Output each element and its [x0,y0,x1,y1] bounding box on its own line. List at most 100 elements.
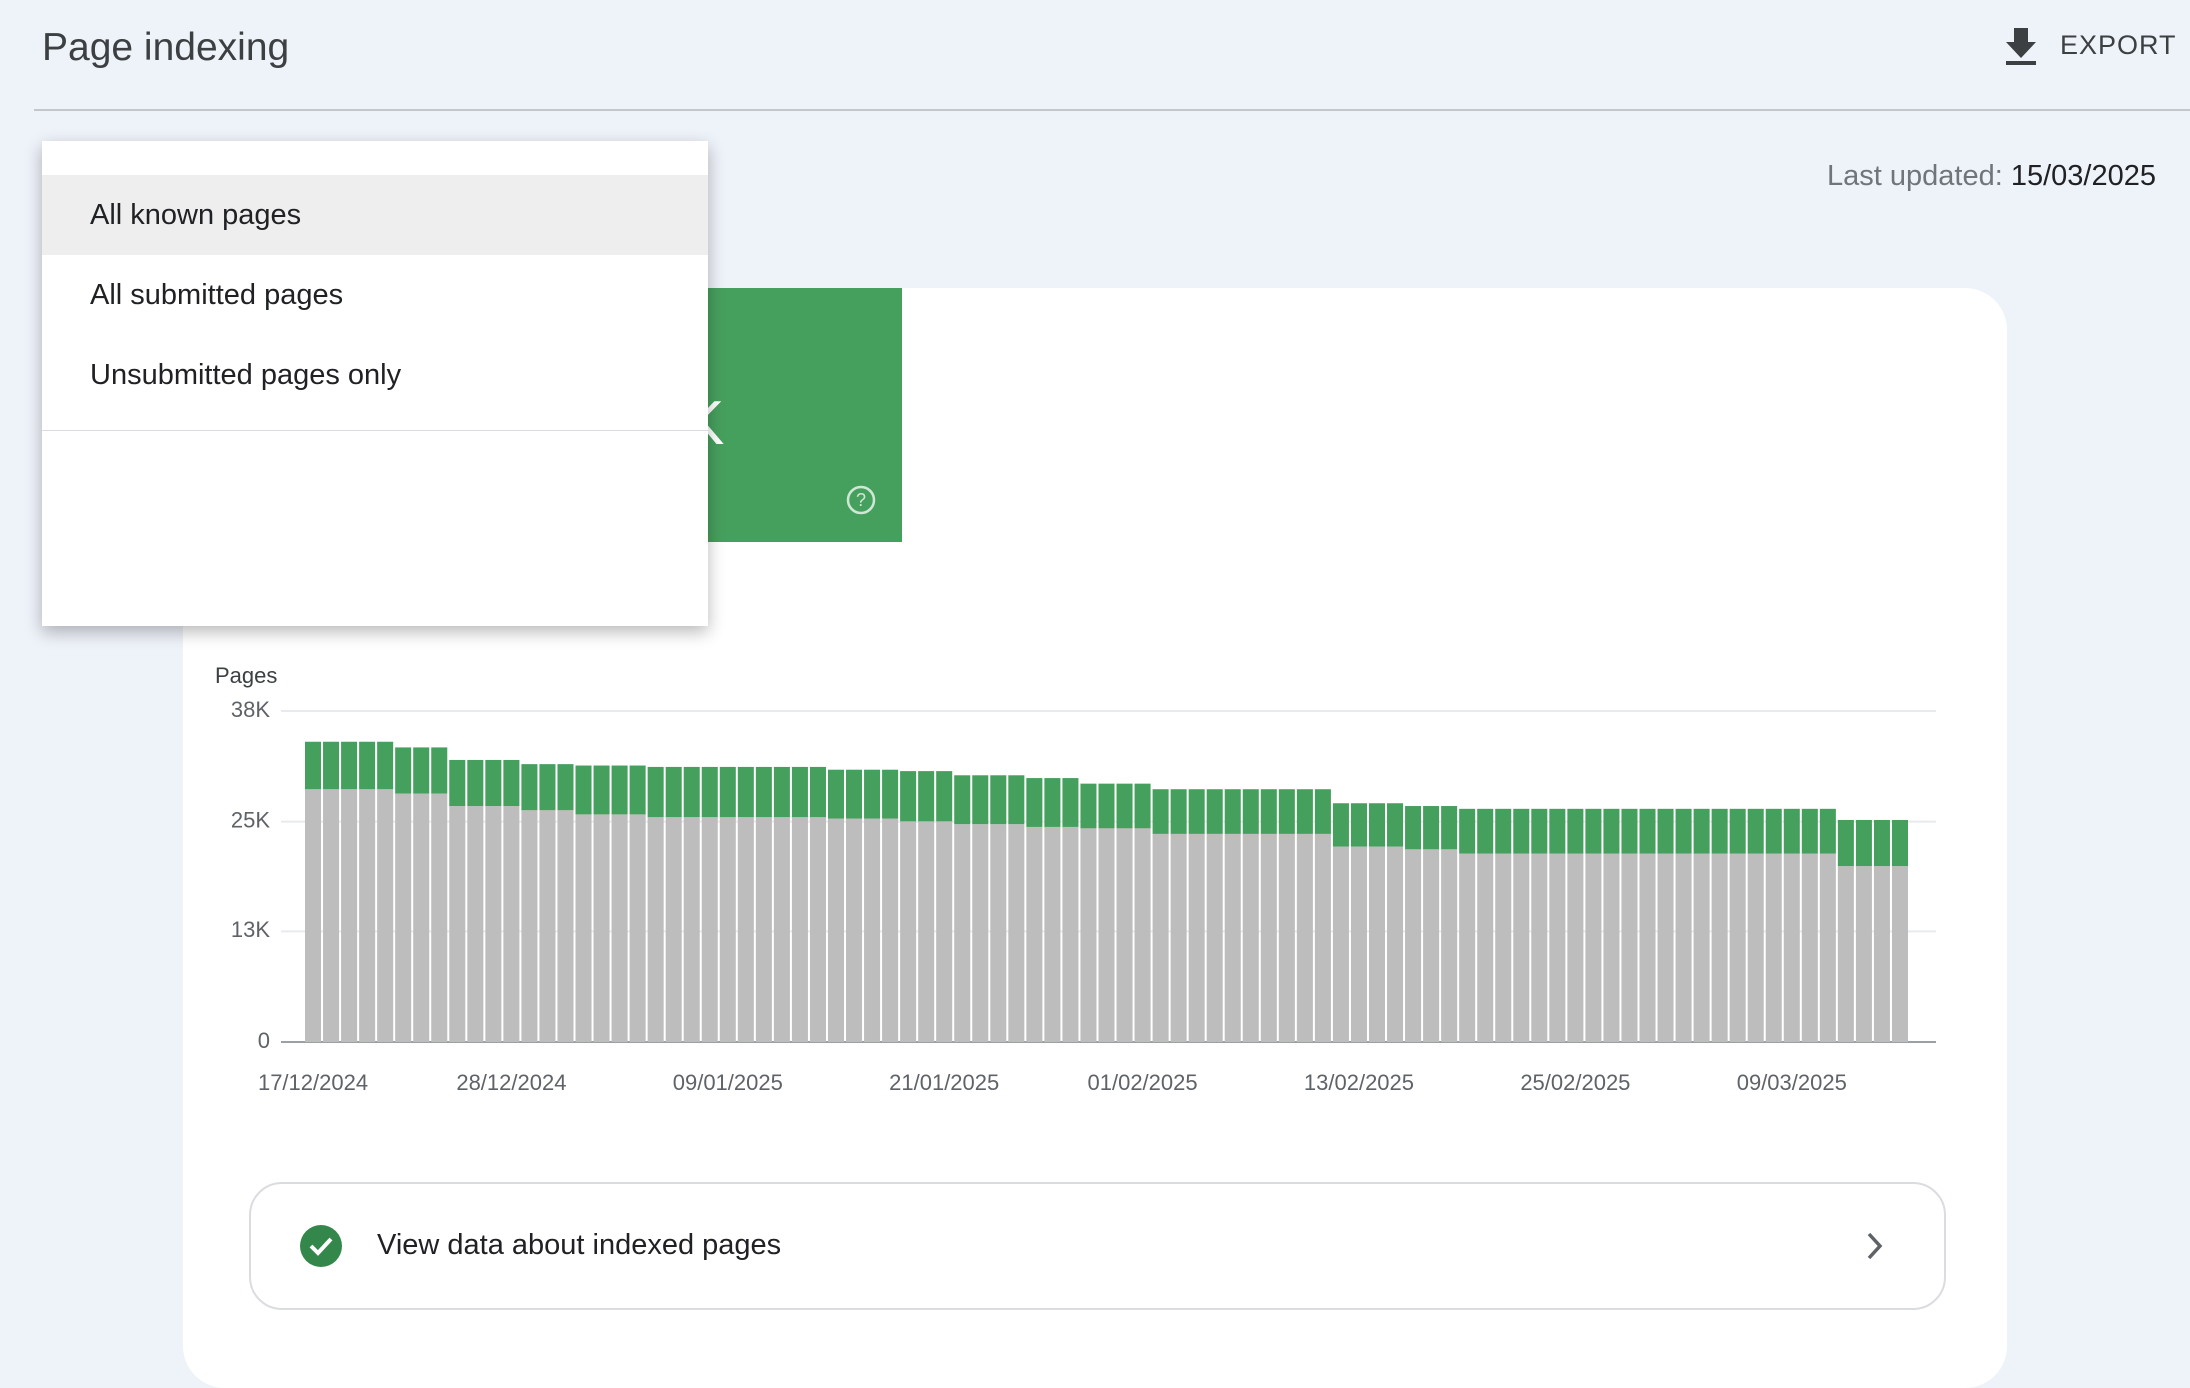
y-tick-label: 0 [258,1028,270,1053]
bar-segment [1260,789,1277,834]
bar-segment [1819,853,1836,1042]
bar-segment [521,764,538,811]
y-tick-label: 25K [231,807,270,832]
help-icon[interactable]: ? [845,484,877,516]
bar-segment [611,765,628,815]
bar-segment [1783,808,1800,854]
x-tick-label: 09/01/2025 [673,1070,783,1095]
bar-segment [864,769,881,819]
chevron-icon [1867,1232,1883,1260]
bar-segment [1747,853,1764,1042]
bar-segment [791,766,808,818]
dropdown-option[interactable]: All submitted pages [90,279,344,311]
bar-segment [1657,853,1674,1042]
bar-segment [647,817,664,1042]
bar-segment [1116,783,1133,829]
bar-segment [305,741,322,790]
bar-segment [1639,808,1656,854]
bar-segment [1675,808,1692,854]
bar-segment [1062,826,1079,1042]
y-tick-label: 38K [231,697,270,722]
bar-segment [431,747,448,794]
bar-segment [1891,819,1908,867]
bar-segment [1152,833,1169,1042]
bar-segment [1765,808,1782,854]
bar-segment [1314,833,1331,1042]
bar-segment [1350,803,1367,847]
bar-segment [1873,819,1890,867]
bar-segment [1603,853,1620,1042]
x-tick-label: 09/03/2025 [1737,1070,1847,1095]
bar-segment [1405,849,1422,1042]
bar-segment [359,789,376,1042]
bar-segment [575,814,592,1042]
bar-segment [1531,808,1548,854]
bar-segment [1062,778,1079,827]
bar-segment [629,765,646,815]
bar-segment [1495,808,1512,854]
dropdown-option[interactable]: All known pages [42,175,708,255]
bar-segment [377,741,394,790]
bar-segment [809,817,826,1042]
bar-segment [755,817,772,1042]
bar-segment [1098,783,1115,829]
page: Page indexing EXPORT Last updated: 15/03… [34,26,2190,1388]
bar-segment [1837,866,1854,1042]
export-icon[interactable] [2004,28,2038,66]
bar-segment [449,759,466,807]
bar-segment [827,818,845,1042]
bar-segment [1711,808,1728,854]
chart: Pages 0 13K 25K 38K 17/12/2024 28/12/2024 09/0… [215,663,1936,1095]
bar-segment [1405,806,1422,850]
bar-segment [1314,789,1331,834]
bar-segment [882,818,899,1042]
bar-segment [809,766,826,818]
bar-segment [1801,808,1818,854]
bar-segment [341,741,358,790]
x-tick-label: 28/12/2024 [456,1070,566,1095]
bar-segment [503,759,520,807]
export-button[interactable]: EXPORT [2060,30,2177,60]
bar-segment [1513,808,1530,854]
bar-segment [557,764,574,811]
bar-segment [1242,833,1259,1042]
bar-segment [719,817,736,1042]
bar-segment [900,771,917,822]
bar-segment [305,789,322,1042]
bar-segment [1549,853,1566,1042]
bar-segment [1008,775,1025,825]
bar-segment [846,769,863,819]
bar-segment [683,766,700,818]
bar-segment [1459,853,1476,1042]
bar-segment [1206,789,1223,834]
bar-segment [485,806,502,1042]
bar-segment [1567,808,1584,854]
bar-segment [593,814,610,1042]
link-text: View data about indexed pages [377,1229,782,1261]
dropdown-option[interactable]: Unsubmitted pages only [90,359,402,391]
bar-segment [1729,808,1746,854]
last-updated: Last updated: 15/03/2025 [1827,160,2156,193]
bar-segment [1044,778,1061,827]
bar-segment [1441,806,1458,850]
bar-segment [936,771,953,822]
bar-segment [755,766,772,818]
bar-segment [1729,853,1746,1042]
bar-segment [503,806,520,1042]
bar-segment [647,766,664,818]
bar-segment [1693,853,1710,1042]
bar-segment [1657,808,1674,854]
check-icon [300,1225,342,1267]
bar-segment [936,821,953,1042]
y-axis-label: Pages [215,663,277,688]
bar-segment [1783,853,1800,1042]
bar-segment [972,824,989,1042]
indexed-pages-link[interactable]: View data about indexed pages [249,1182,1946,1310]
bar-segment [323,741,340,790]
bar-segment [827,769,845,819]
bar-segment [1170,789,1187,834]
bar-segment [990,824,1007,1042]
bar-segment [1260,833,1277,1042]
bar-segment [701,817,718,1042]
bar-segment [629,814,646,1042]
